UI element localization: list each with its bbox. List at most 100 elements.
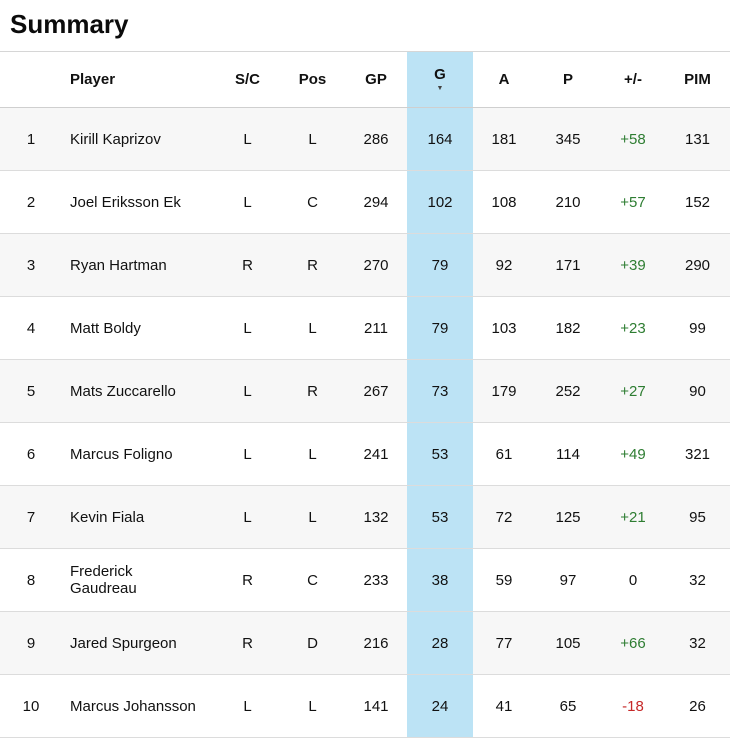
rank-cell: 2 <box>26 193 36 211</box>
player-row: 2 Joel Eriksson Ek L C 294 102 108 210 +… <box>0 170 730 234</box>
games-played-cell: 270 <box>363 256 389 274</box>
penalty-minutes-cell: 32 <box>689 571 706 589</box>
goals-cell: 38 <box>407 548 473 612</box>
header-points[interactable]: P <box>562 71 573 88</box>
games-played-cell: 286 <box>363 130 389 148</box>
plus-minus-cell: +57 <box>620 193 646 211</box>
plus-minus-cell: -18 <box>622 697 644 715</box>
goals-cell: 79 <box>407 296 473 360</box>
points-cell: 252 <box>555 382 581 400</box>
points-cell: 345 <box>555 130 581 148</box>
header-position[interactable]: Pos <box>298 71 327 88</box>
goals-cell: 24 <box>407 674 473 738</box>
shoots-catches-cell: L <box>243 382 252 400</box>
penalty-minutes-cell: 90 <box>689 382 706 400</box>
assists-cell: 72 <box>495 508 513 526</box>
shoots-catches-cell: L <box>243 319 252 337</box>
games-played-cell: 216 <box>363 634 389 652</box>
player-row: 7 Kevin Fiala L L 132 53 72 125 +21 95 <box>0 485 730 549</box>
position-cell: L <box>308 319 317 337</box>
assists-cell: 103 <box>491 319 517 337</box>
goals-cell: 79 <box>407 233 473 297</box>
shoots-catches-cell: R <box>242 634 253 652</box>
header-plus-minus[interactable]: +/- <box>624 71 642 88</box>
player-name-cell: Marcus Johansson <box>70 697 196 715</box>
points-cell: 125 <box>555 508 581 526</box>
penalty-minutes-cell: 290 <box>684 256 711 274</box>
points-cell: 171 <box>555 256 581 274</box>
player-name-cell: Kevin Fiala <box>70 508 145 526</box>
header-penalty-minutes[interactable]: PIM <box>684 71 711 88</box>
rank-cell: 10 <box>22 697 40 715</box>
shoots-catches-cell: L <box>243 445 252 463</box>
games-played-cell: 241 <box>363 445 389 463</box>
assists-cell: 179 <box>491 382 517 400</box>
goals-cell: 73 <box>407 359 473 423</box>
points-cell: 114 <box>556 445 580 463</box>
player-row: 8 Frederick Gaudreau R C 233 38 59 97 0 … <box>0 548 730 612</box>
games-played-cell: 141 <box>363 697 389 715</box>
shoots-catches-cell: R <box>242 571 253 589</box>
plus-minus-cell: +27 <box>620 382 646 400</box>
assists-cell: 59 <box>495 571 513 589</box>
shoots-catches-cell: L <box>243 193 252 211</box>
position-cell: L <box>308 130 317 148</box>
plus-minus-cell: +58 <box>620 130 646 148</box>
rank-cell: 9 <box>26 634 36 652</box>
position-cell: D <box>307 634 318 652</box>
games-played-cell: 132 <box>363 508 389 526</box>
rank-cell: 7 <box>26 508 36 526</box>
player-name-cell: Joel Eriksson Ek <box>70 193 181 211</box>
points-cell: 65 <box>559 697 577 715</box>
player-row: 10 Marcus Johansson L L 141 24 41 65 -18… <box>0 674 730 738</box>
header-row: Player S/C Pos GP G ▼ A P +/- PIM <box>0 51 730 108</box>
stats-table-body: 1 Kirill Kaprizov L L 286 164 181 345 +5… <box>0 107 730 738</box>
player-name-cell: Kirill Kaprizov <box>70 130 161 148</box>
player-name-cell: Matt Boldy <box>70 319 141 337</box>
points-cell: 97 <box>559 571 577 589</box>
header-player[interactable]: Player <box>70 71 116 88</box>
shoots-catches-cell: R <box>242 256 253 274</box>
header-goals[interactable]: G ▼ <box>407 51 473 108</box>
header-shoots-catches[interactable]: S/C <box>234 71 260 88</box>
goals-cell: 28 <box>407 611 473 675</box>
penalty-minutes-cell: 152 <box>684 193 711 211</box>
position-cell: C <box>307 193 318 211</box>
penalty-minutes-cell: 95 <box>689 508 706 526</box>
page-title: Summary <box>10 9 129 39</box>
rank-cell: 8 <box>26 571 36 589</box>
plus-minus-cell: +66 <box>620 634 646 652</box>
plus-minus-cell: +23 <box>620 319 646 337</box>
player-name-cell: Ryan Hartman <box>70 256 167 274</box>
penalty-minutes-cell: 99 <box>689 319 706 337</box>
points-cell: 105 <box>555 634 581 652</box>
points-cell: 210 <box>555 193 581 211</box>
header-assists[interactable]: A <box>498 71 510 88</box>
position-cell: R <box>307 256 318 274</box>
penalty-minutes-cell: 26 <box>689 697 706 715</box>
points-cell: 182 <box>555 319 581 337</box>
header-games-played[interactable]: GP <box>365 71 387 88</box>
player-row: 6 Marcus Foligno L L 241 53 61 114 +49 3… <box>0 422 730 486</box>
player-name-cell: Mats Zuccarello <box>70 382 176 400</box>
shoots-catches-cell: L <box>243 697 252 715</box>
header-rank <box>0 52 62 108</box>
player-row: 9 Jared Spurgeon R D 216 28 77 105 +66 3… <box>0 611 730 675</box>
plus-minus-cell: +39 <box>620 256 646 274</box>
assists-cell: 61 <box>495 445 513 463</box>
summary-stats-table: Player S/C Pos GP G ▼ A P +/- PIM 1 Kiri… <box>0 51 730 738</box>
games-played-cell: 294 <box>363 193 389 211</box>
player-name-cell: Jared Spurgeon <box>70 634 177 652</box>
player-row: 3 Ryan Hartman R R 270 79 92 171 +39 290 <box>0 233 730 297</box>
shoots-catches-cell: L <box>243 508 252 526</box>
games-played-cell: 233 <box>363 571 389 589</box>
assists-cell: 41 <box>495 697 513 715</box>
assists-cell: 92 <box>495 256 513 274</box>
header-goals-label: G <box>434 66 446 83</box>
player-row: 5 Mats Zuccarello L R 267 73 179 252 +27… <box>0 359 730 423</box>
player-row: 4 Matt Boldy L L 211 79 103 182 +23 99 <box>0 296 730 360</box>
goals-cell: 53 <box>407 485 473 549</box>
rank-cell: 6 <box>26 445 36 463</box>
position-cell: L <box>308 508 317 526</box>
penalty-minutes-cell: 32 <box>689 634 706 652</box>
